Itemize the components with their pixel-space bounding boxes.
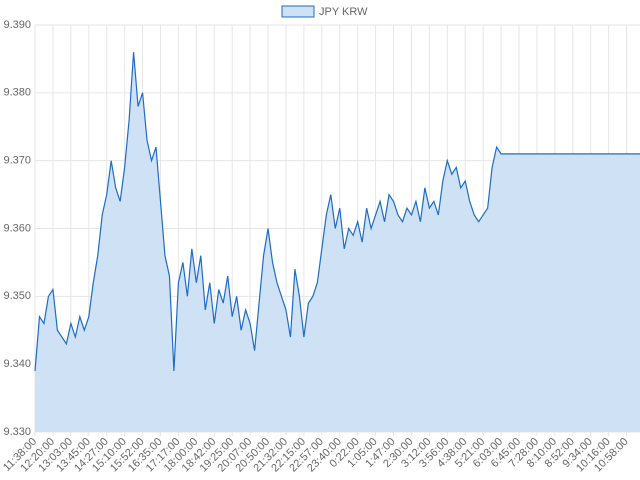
legend-swatch — [281, 5, 315, 18]
y-tick-label: 9.350 — [3, 290, 31, 302]
y-tick-label: 9.340 — [3, 358, 31, 370]
y-tick-label: 9.330 — [3, 426, 31, 438]
line — [34, 52, 640, 371]
legend-label: JPY KRW — [319, 6, 368, 18]
y-tick-label: 9.360 — [3, 222, 31, 234]
y-tick-label: 9.380 — [3, 87, 31, 99]
area — [35, 52, 640, 432]
y-tick-label: 9.370 — [3, 155, 31, 167]
y-tick-label: 9.390 — [3, 19, 31, 31]
